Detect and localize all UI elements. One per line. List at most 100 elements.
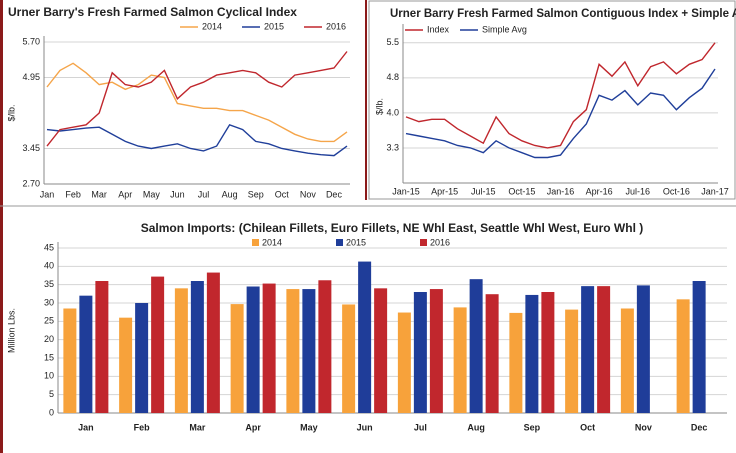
bar [286,289,300,413]
x-tick-label: Mar [91,189,107,199]
y-tick-label: 15 [44,352,54,362]
x-tick-label: Jan [40,189,55,199]
bar [230,304,244,413]
x-tick-label: Nov [300,189,317,199]
bar [692,281,706,413]
x-tick-label: Dec [326,189,343,199]
series-line [405,68,716,159]
x-tick-label: Nov [635,422,652,432]
x-tick-label: Apr [118,189,132,199]
x-tick-label: Jan [78,422,94,432]
legend-swatch [252,239,259,246]
y-tick-label: 20 [44,334,54,344]
x-tick-label: Sep [524,422,541,432]
bar [119,317,133,413]
y-tick-label: 35 [44,279,54,289]
x-tick-label: Sep [248,189,264,199]
bar [429,289,443,413]
x-tick-label: May [143,189,161,199]
x-tick-label: Oct [275,189,290,199]
series-line [405,42,716,149]
y-tick-label: 5 [49,389,54,399]
x-tick-label: Feb [65,189,81,199]
y-tick-label: 25 [44,316,54,326]
x-tick-label: Apr [245,422,261,432]
bar [397,312,411,413]
bar [597,286,611,413]
bar [79,295,93,413]
y-tick-label: 45 [44,242,54,252]
legend-label: 2015 [264,21,284,31]
bar [374,288,388,413]
bar [485,294,499,413]
bar [581,286,595,413]
y-tick-label: 3.45 [22,143,40,153]
x-tick-label: Jan-16 [547,186,575,196]
bar [95,281,109,413]
x-tick-label: Jul [414,422,427,432]
bar [620,308,634,413]
legend-label: Simple Avg [482,24,527,34]
bar [302,289,316,413]
bar [453,307,467,413]
legend-label: 2016 [326,21,346,31]
legend-label: 2014 [202,21,222,31]
chart-title: Urner Barry's Fresh Farmed Salmon Cyclic… [8,5,297,19]
y-tick-label: 5.70 [22,36,40,46]
bar [565,309,579,413]
x-tick-label: Jul [198,189,210,199]
x-tick-label: Aug [222,189,238,199]
bar [174,288,188,413]
bar [413,292,427,413]
y-axis-label: Million Lbs. [6,308,16,353]
bar [541,292,555,413]
x-tick-label: Jun [357,422,373,432]
x-tick-label: Oct [580,422,595,432]
bar [358,261,372,413]
x-tick-label: Jan-17 [701,186,729,196]
x-tick-label: Jul-16 [625,186,650,196]
bar [151,276,165,413]
x-tick-label: Feb [134,422,151,432]
x-tick-label: Dec [691,422,708,432]
bar [525,294,539,413]
x-tick-label: Jun [170,189,185,199]
legend-label: Index [427,24,450,34]
legend-swatch [420,239,427,246]
x-tick-label: Jul-15 [471,186,496,196]
x-tick-label: Mar [189,422,206,432]
y-tick-label: 4.95 [22,72,40,82]
y-tick-label: 2.70 [22,178,40,188]
legend-label: 2014 [262,237,282,247]
x-tick-label: Apr-15 [431,186,458,196]
x-tick-label: Oct-16 [663,186,690,196]
legend-label: 2016 [430,237,450,247]
bar [636,285,650,413]
y-tick-label: 4.0 [386,107,399,117]
y-tick-label: 3.3 [386,142,399,152]
bar [206,272,220,413]
x-tick-label: Oct-15 [508,186,535,196]
bar [676,299,690,413]
y-tick-label: 5.5 [386,37,399,47]
legend-swatch [336,239,343,246]
x-tick-label: Apr-16 [586,186,613,196]
bar [469,279,483,413]
chart-title: Urner Barry Fresh Farmed Salmon Contiguo… [390,8,736,20]
bar [262,283,276,413]
legend-label: 2015 [346,237,366,247]
series-line [46,51,348,147]
x-tick-label: Jan-15 [392,186,420,196]
y-tick-label: 4.8 [386,72,399,82]
y-axis-label: $/lb. [6,104,16,121]
bar [318,280,332,413]
series-line [46,62,348,143]
bar [246,286,260,413]
x-tick-label: Aug [467,422,485,432]
bar [190,281,204,413]
bar [509,312,523,413]
x-tick-label: May [300,422,318,432]
chart-title: Salmon Imports: (Chilean Fillets, Euro F… [141,221,644,235]
y-tick-label: 10 [44,371,54,381]
